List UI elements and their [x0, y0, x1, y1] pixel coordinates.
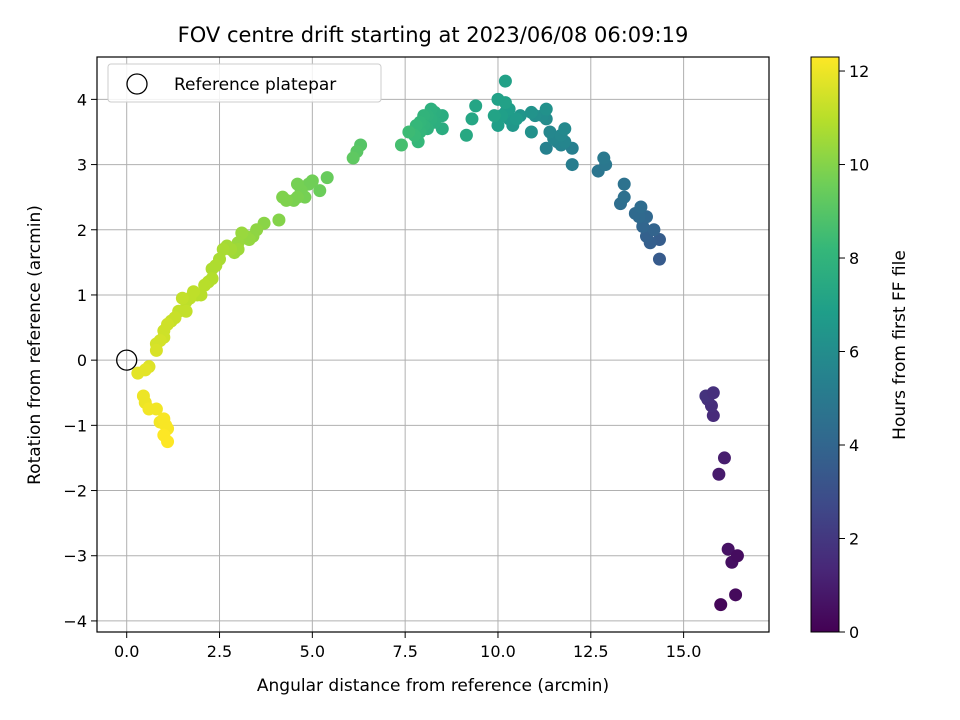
- x-tick-label: 15.0: [666, 642, 702, 661]
- data-point: [491, 118, 505, 132]
- grid-lines: [97, 57, 769, 632]
- colorbar-label: Hours from first FF file: [890, 250, 910, 440]
- x-tick-label: 5.0: [300, 642, 325, 661]
- x-tick-label: 12.5: [573, 642, 609, 661]
- data-point: [524, 105, 538, 119]
- legend-label: Reference platepar: [174, 75, 336, 95]
- data-point: [617, 190, 631, 204]
- data-point: [543, 125, 557, 139]
- colorbar-tick-label: 12: [849, 62, 869, 81]
- colorbar-tick-label: 2: [849, 530, 859, 549]
- chart-title: FOV centre drift starting at 2023/06/08 …: [178, 23, 689, 47]
- colorbar-tick-label: 8: [849, 249, 859, 268]
- data-point: [498, 74, 512, 88]
- data-point: [198, 278, 212, 292]
- y-tick-label: 3: [77, 156, 87, 175]
- data-point: [717, 451, 731, 465]
- y-tick-label: 1: [77, 286, 87, 305]
- reference-marker: [116, 349, 138, 371]
- data-point: [634, 200, 648, 214]
- x-tick-label: 10.0: [480, 642, 516, 661]
- data-point: [313, 184, 327, 198]
- x-tick-label: 2.5: [207, 642, 232, 661]
- data-point: [491, 92, 505, 106]
- y-tick-label: −2: [63, 482, 87, 501]
- colorbar-tick-label: 10: [849, 156, 869, 175]
- data-point: [394, 138, 408, 152]
- plot-frame: [96, 56, 770, 633]
- x-tick-label: 7.5: [392, 642, 417, 661]
- data-point: [714, 598, 728, 612]
- colorbar-tick-label: 6: [849, 343, 859, 362]
- data-point: [636, 220, 650, 234]
- data-point: [706, 409, 720, 423]
- data-point: [652, 252, 666, 266]
- data-points: [116, 74, 744, 612]
- data-point: [272, 213, 286, 227]
- data-point: [235, 226, 249, 240]
- legend-marker: [126, 73, 148, 95]
- colorbar: [810, 56, 840, 633]
- y-tick-label: −3: [63, 547, 87, 566]
- y-tick-label: 0: [77, 351, 87, 370]
- data-point: [216, 242, 230, 256]
- data-point: [402, 125, 416, 139]
- legend-box: [107, 63, 382, 103]
- data-point: [149, 402, 163, 416]
- data-point: [539, 141, 553, 155]
- data-point: [647, 223, 661, 237]
- y-axis-label: Rotation from reference (arcmin): [25, 205, 45, 485]
- data-point: [524, 125, 538, 139]
- y-tick-label: −4: [63, 612, 87, 631]
- data-point: [617, 177, 631, 191]
- data-point: [205, 262, 219, 276]
- data-point: [597, 151, 611, 165]
- data-point: [131, 366, 145, 380]
- data-point: [712, 467, 726, 481]
- y-axis-ticks: 4 3 2 1 0 −1 −2 −3 −4: [63, 90, 97, 631]
- data-point: [346, 151, 360, 165]
- data-point: [558, 122, 572, 136]
- data-point: [539, 102, 553, 116]
- data-point: [510, 112, 524, 126]
- data-point: [276, 190, 290, 204]
- y-tick-label: 2: [77, 221, 87, 240]
- data-point: [149, 343, 163, 357]
- data-point: [161, 435, 175, 449]
- data-point: [459, 128, 473, 142]
- data-point: [487, 109, 501, 123]
- legend: Reference platepar: [107, 63, 382, 103]
- x-axis-label: Angular distance from reference (arcmin): [257, 676, 609, 696]
- data-point: [175, 291, 189, 305]
- y-tick-label: 4: [77, 90, 87, 109]
- data-point: [729, 588, 743, 602]
- data-point: [730, 549, 744, 563]
- data-point: [721, 542, 735, 556]
- data-point: [469, 99, 483, 113]
- data-point: [290, 177, 304, 191]
- y-tick-label: −1: [63, 416, 87, 435]
- data-point: [465, 112, 479, 126]
- x-tick-label: 0.0: [114, 642, 139, 661]
- data-point: [320, 171, 334, 185]
- data-point: [706, 386, 720, 400]
- data-point: [565, 158, 579, 172]
- colorbar-tick-label: 0: [849, 623, 859, 642]
- colorbar-ticks: 0 2 4 6 8 10 12: [839, 62, 869, 642]
- x-axis-ticks: 0.0 2.5 5.0 7.5 10.0 12.5 15.0: [114, 632, 701, 661]
- colorbar-tick-label: 4: [849, 436, 859, 455]
